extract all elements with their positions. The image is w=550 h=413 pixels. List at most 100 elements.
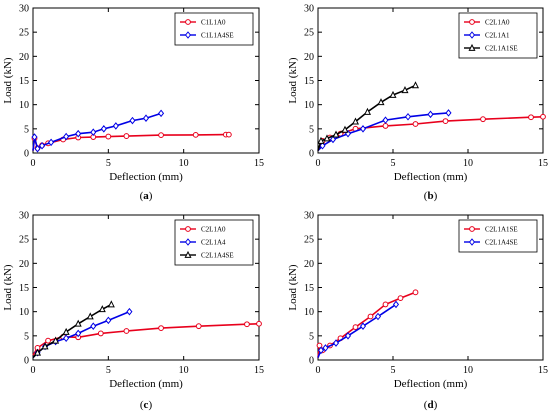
y-tick-label: 20 xyxy=(19,52,29,63)
x-tick-label: 0 xyxy=(31,158,36,169)
data-point-triangle xyxy=(107,300,115,308)
data-point-diamond xyxy=(319,141,326,150)
legend: C1L1A0 C1L1A4SE xyxy=(174,12,254,46)
y-tick-label: 25 xyxy=(19,235,29,246)
series-C2L1A4SE xyxy=(32,300,115,359)
x-tick-label: 0 xyxy=(316,365,321,376)
data-point-triangle xyxy=(377,98,385,106)
data-point-diamond xyxy=(382,116,389,124)
data-point-diamond xyxy=(392,300,400,309)
data-point-diamond xyxy=(404,112,412,121)
data-point-circle xyxy=(352,324,359,331)
data-point-diamond xyxy=(184,238,192,246)
data-point-triangle xyxy=(98,305,106,313)
panel-label-open: ( xyxy=(424,399,428,411)
data-point-circle xyxy=(412,121,419,127)
data-point-diamond xyxy=(31,133,38,141)
x-axis-label: Deflection (mm) xyxy=(394,171,468,183)
data-point-circle xyxy=(397,295,404,302)
data-point-triangle xyxy=(52,336,60,344)
data-point-circle xyxy=(367,313,374,320)
panel-label-close: ) xyxy=(148,399,152,411)
legend-entry: C2L1A0 xyxy=(485,19,510,27)
series-line xyxy=(32,310,130,359)
panel-b: 0 5 10 15 20 25 30 0 5 10 15 Deflection (mm) Load (k… xyxy=(287,4,548,203)
panel-label-close: ) xyxy=(434,190,438,202)
series-C2L1A0 xyxy=(32,320,262,356)
series-line xyxy=(317,116,544,151)
data-point-circle xyxy=(123,133,130,139)
legend-entry: C2L1A4 xyxy=(201,239,226,247)
data-point-triangle xyxy=(317,136,325,144)
data-point-diamond xyxy=(38,141,46,150)
data-point-circle xyxy=(185,19,191,25)
data-point-triangle xyxy=(401,86,409,94)
x-tick-label: 10 xyxy=(179,158,189,169)
x-tick-label: 5 xyxy=(106,158,111,169)
data-point-triangle xyxy=(34,348,42,356)
data-point-circle xyxy=(382,301,389,308)
series-C2L1A1SE xyxy=(317,81,420,151)
y-tick-label: 0 xyxy=(24,356,29,367)
data-point-circle xyxy=(442,118,449,124)
y-tick-label: 20 xyxy=(19,259,29,270)
data-point-diamond xyxy=(184,31,192,39)
data-point-diamond xyxy=(468,31,476,39)
legend-entry: C2L1A4SE xyxy=(201,252,234,260)
data-point-diamond xyxy=(105,316,112,325)
x-tick-label: 15 xyxy=(254,365,264,376)
data-point-diamond xyxy=(100,125,107,133)
y-tick-label: 5 xyxy=(24,331,29,342)
data-point-triangle xyxy=(351,117,360,125)
x-tick-label: 5 xyxy=(106,365,111,376)
legend-entry: C2L1A1 xyxy=(485,32,510,40)
x-tick-label: 15 xyxy=(538,158,548,169)
data-point-diamond xyxy=(90,128,97,137)
data-point-circle xyxy=(192,131,199,138)
legend: C2L1A0 C2L1A4 C2L1A4SE xyxy=(174,219,254,266)
panel-label: (d) xyxy=(424,399,438,411)
y-tick-label: 20 xyxy=(304,259,314,270)
panel-label-letter: a xyxy=(143,190,149,202)
data-point-triangle xyxy=(74,319,82,327)
y-axis-label: Load (kN) xyxy=(2,57,14,103)
data-point-diamond xyxy=(445,109,452,117)
data-point-circle xyxy=(528,114,534,121)
legend-entry: C1L1A4SE xyxy=(201,32,234,40)
panel-label-letter: c xyxy=(144,399,149,411)
data-point-circle xyxy=(244,321,250,328)
data-point-diamond xyxy=(75,329,82,338)
data-point-triangle xyxy=(468,43,476,51)
series-C2L1A4 xyxy=(32,307,133,359)
data-point-diamond xyxy=(63,132,70,141)
legend-entry: C2L1A1SE xyxy=(485,226,518,234)
data-point-triangle xyxy=(323,134,331,142)
data-point-diamond xyxy=(48,138,55,147)
y-tick-label: 0 xyxy=(24,149,29,160)
x-tick-label: 10 xyxy=(463,158,473,169)
y-tick-label: 30 xyxy=(19,4,29,15)
data-point-diamond xyxy=(329,135,337,144)
y-tick-label: 0 xyxy=(309,356,314,367)
x-tick-label: 10 xyxy=(463,365,473,376)
y-axis-label: Load (kN) xyxy=(2,264,14,310)
panel-label-open: ( xyxy=(140,399,144,411)
panel-label-letter: b xyxy=(427,190,433,202)
data-point-diamond xyxy=(359,322,367,330)
data-point-diamond xyxy=(75,129,82,138)
y-tick-label: 30 xyxy=(304,211,314,222)
y-tick-label: 15 xyxy=(19,283,29,294)
series-C2L1A4SE xyxy=(317,300,400,358)
legend-entry: C2L1A1SE xyxy=(485,45,518,53)
data-point-diamond xyxy=(142,114,150,123)
legend-entry: C1L1A0 xyxy=(201,19,226,27)
panel-label-open: ( xyxy=(140,190,144,202)
series-C2L1A1 xyxy=(317,109,452,152)
data-point-circle xyxy=(480,116,486,123)
x-tick-label: 0 xyxy=(31,365,36,376)
data-point-triangle xyxy=(62,327,70,335)
data-point-diamond xyxy=(359,125,367,133)
data-point-circle xyxy=(158,132,164,139)
panel-label: (a) xyxy=(140,190,153,202)
